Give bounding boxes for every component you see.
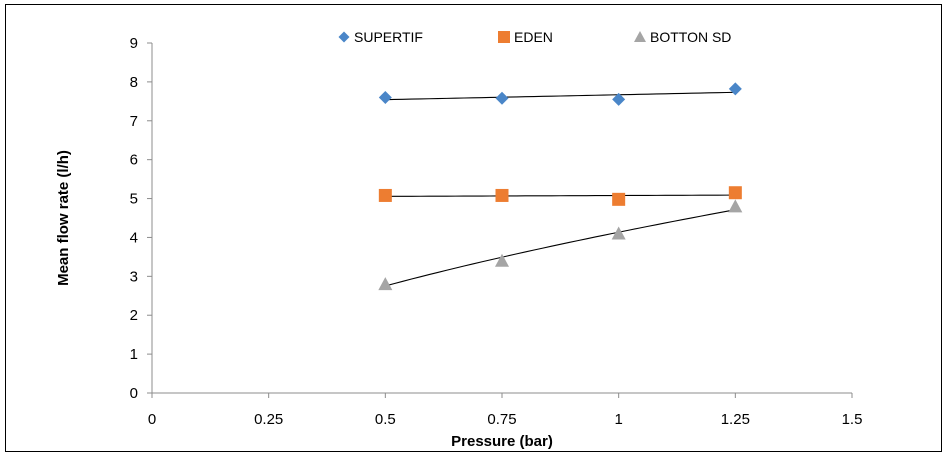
point-supertif <box>495 91 509 105</box>
point-botton-sd <box>495 253 509 267</box>
point-supertif <box>728 82 742 96</box>
legend-label-eden: EDEN <box>514 29 553 45</box>
axes: 0 1 2 3 4 5 6 7 8 9 0 0.25 0.5 0.75 1 1.25 1.5 <box>130 35 863 428</box>
x-tick-label: 1.25 <box>721 411 750 428</box>
legend-item-eden: EDEN <box>498 29 553 45</box>
point-supertif <box>378 90 392 104</box>
point-supertif <box>612 92 626 106</box>
legend-label-botton-sd: BOTTON SD <box>650 29 731 45</box>
point-eden <box>728 186 742 200</box>
legend-item-botton-sd: BOTTON SD <box>634 29 731 45</box>
x-axis-title: Pressure (bar) <box>451 433 553 450</box>
legend-item-supertif: SUPERTIF <box>338 29 423 45</box>
y-tick-label: 2 <box>130 307 138 324</box>
y-tick-label: 6 <box>130 152 138 169</box>
point-eden <box>612 192 626 206</box>
x-tick-label: 0.25 <box>254 411 283 428</box>
x-tick-label: 0 <box>148 411 156 428</box>
y-axis-title-group: Mean flow rate (l/h) <box>55 150 72 286</box>
y-axis-title: Mean flow rate (l/h) <box>55 150 72 286</box>
point-botton-sd <box>728 199 743 213</box>
trendlines <box>385 91 736 287</box>
point-botton-sd <box>611 226 626 240</box>
y-tick-label: 0 <box>130 385 138 402</box>
trendline-supertif <box>385 91 736 101</box>
y-tick-label: 1 <box>130 346 138 363</box>
point-botton-sd <box>378 277 393 291</box>
x-tick-label: 0.75 <box>487 411 516 428</box>
legend-marker-eden <box>498 31 510 43</box>
y-tick-label: 3 <box>130 268 138 285</box>
chart-frame <box>5 4 942 452</box>
legend-marker-supertif <box>338 31 350 43</box>
x-tick-label: 1.5 <box>842 411 863 428</box>
x-tick-label: 1 <box>614 411 622 428</box>
data-points <box>378 82 743 291</box>
x-tick-label: 0.5 <box>375 411 396 428</box>
legend: SUPERTIF EDEN BOTTON SD <box>338 29 731 45</box>
point-eden <box>495 188 509 202</box>
y-tick-label: 8 <box>130 74 138 91</box>
y-tick-label: 4 <box>130 229 138 246</box>
y-tick-label: 5 <box>130 191 138 208</box>
trendline-botton-sd <box>385 209 736 287</box>
y-tick-label: 9 <box>130 35 138 52</box>
y-tick-label: 7 <box>130 113 138 130</box>
legend-marker-botton-sd <box>634 31 646 42</box>
trendline-eden <box>385 194 736 197</box>
point-eden <box>378 188 392 202</box>
legend-label-supertif: SUPERTIF <box>354 29 423 45</box>
